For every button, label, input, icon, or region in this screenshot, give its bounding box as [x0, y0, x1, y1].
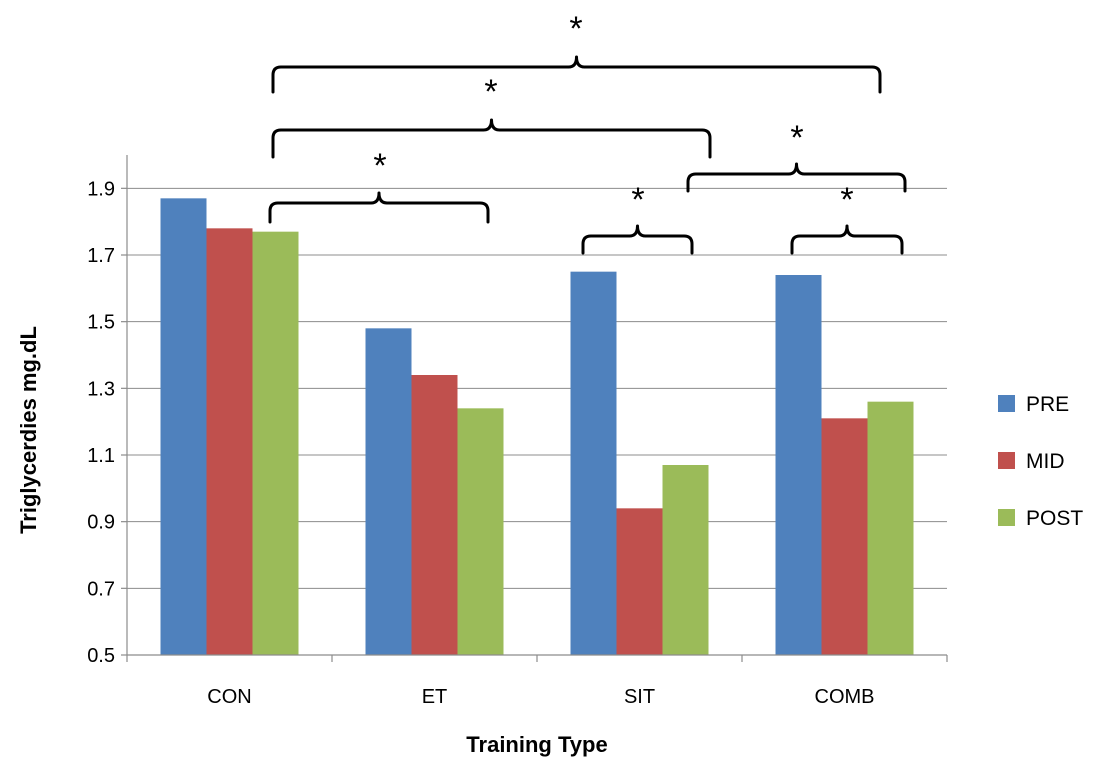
significance-star: *: [484, 73, 497, 111]
legend: PRE MID POST: [998, 393, 1083, 530]
x-tick-label: COMB: [815, 686, 875, 708]
x-tick-label: CON: [207, 686, 251, 708]
bar-mid-con: [206, 228, 253, 656]
x-tick-label: SIT: [624, 686, 655, 708]
bar-post-con: [252, 231, 299, 655]
significance-star: *: [790, 119, 803, 157]
x-tick-label: ET: [422, 686, 448, 708]
x-axis-title: Training Type: [466, 732, 607, 757]
bar-pre-sit: [570, 271, 617, 655]
y-tick-label: 0.5: [87, 645, 115, 667]
bar-pre-con: [160, 198, 207, 656]
y-tick-label: 0.7: [87, 578, 115, 600]
bar-post-comb: [867, 401, 914, 655]
y-tick-label: 1.1: [87, 445, 115, 467]
y-tick-label: 1.9: [87, 178, 115, 200]
significance-bracket: [686, 162, 907, 193]
y-tick-label: 1.5: [87, 312, 115, 334]
significance-bracket: [581, 224, 694, 255]
significance-star: *: [631, 181, 644, 219]
significance-bracket: [790, 224, 904, 255]
legend-label-mid: MID: [1026, 450, 1065, 473]
legend-label-pre: PRE: [1026, 393, 1069, 416]
y-tick-label: 1.3: [87, 378, 115, 400]
bar-pre-et: [365, 328, 412, 655]
legend-swatch-pre: [998, 395, 1015, 412]
bar-mid-et: [411, 375, 458, 655]
bar-mid-sit: [616, 508, 663, 655]
significance-bracket: [271, 55, 882, 94]
significance-star: *: [840, 181, 853, 219]
bar-post-sit: [662, 465, 709, 655]
significance-bracket: [271, 118, 712, 159]
y-tick-labels: 0.5 0.7 0.9 1.1 1.3 1.5 1.7 1.9: [87, 178, 115, 667]
significance-star: *: [569, 10, 582, 48]
bars: [160, 198, 914, 656]
legend-label-post: POST: [1026, 507, 1083, 530]
y-tick-label: 0.9: [87, 512, 115, 534]
y-axis-title: Triglycerdies mg.dL: [16, 326, 41, 534]
bar-mid-comb: [821, 418, 868, 655]
bar-post-et: [457, 408, 504, 655]
significance-brackets: * * * * * *: [268, 10, 907, 255]
legend-swatch-post: [998, 509, 1015, 526]
x-tick-labels: CON ET SIT COMB: [126, 655, 948, 708]
bar-pre-comb: [775, 275, 822, 655]
significance-bracket: [268, 191, 490, 224]
y-tick-label: 1.7: [87, 245, 115, 267]
significance-star: *: [373, 147, 386, 185]
legend-swatch-mid: [998, 452, 1015, 469]
